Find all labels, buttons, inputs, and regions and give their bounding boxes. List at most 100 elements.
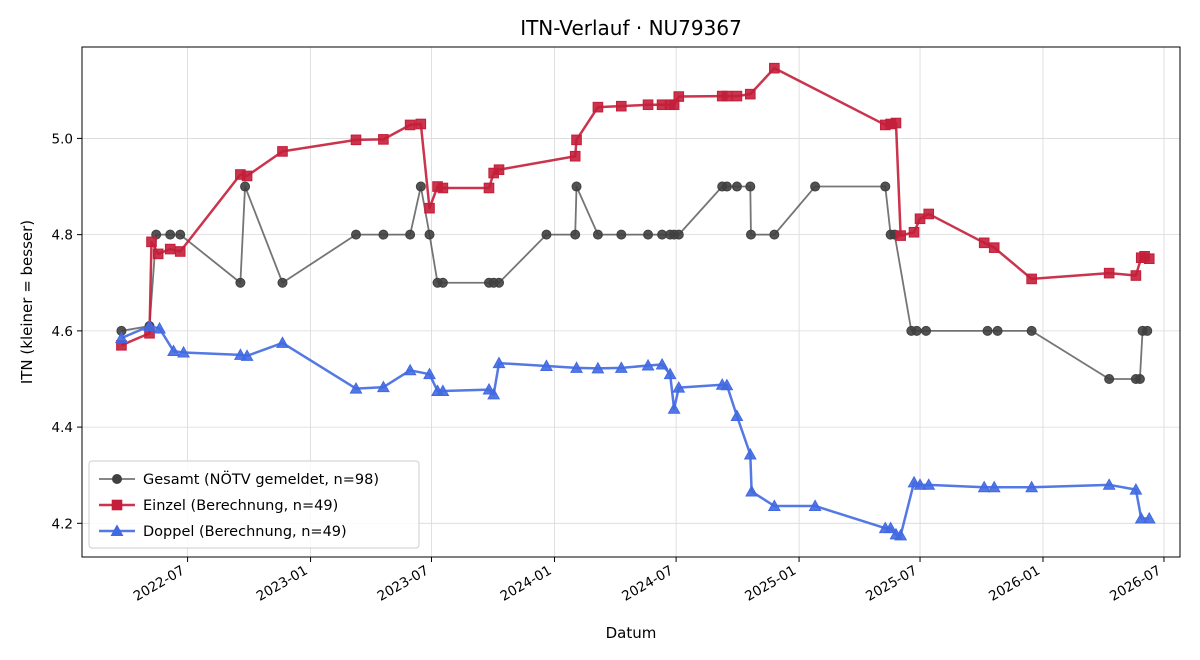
data-point xyxy=(591,361,605,374)
data-point xyxy=(988,242,1000,253)
data-point xyxy=(494,277,505,288)
data-point xyxy=(437,182,449,194)
x-tick-label: 2023-01 xyxy=(254,563,311,605)
data-point xyxy=(1130,270,1142,281)
data-point xyxy=(720,378,734,391)
data-point xyxy=(167,344,181,357)
data-point xyxy=(884,521,898,534)
data-point xyxy=(663,367,677,380)
data-point xyxy=(1129,483,1143,495)
data-point xyxy=(153,321,166,334)
data-point xyxy=(349,381,363,394)
data-point xyxy=(769,229,780,240)
series-triangle xyxy=(114,319,1156,541)
data-point xyxy=(152,248,164,260)
data-point xyxy=(643,229,654,240)
data-point xyxy=(143,319,156,332)
data-point xyxy=(895,230,906,241)
y-tick-label: 4.2 xyxy=(52,516,73,532)
data-point xyxy=(992,325,1003,336)
legend-marker xyxy=(110,524,124,536)
y-tick-label: 4.6 xyxy=(52,324,73,340)
series-line xyxy=(121,185,1148,380)
data-point xyxy=(1134,373,1145,384)
chart-title: ITN-Verlauf · NU79367 xyxy=(520,16,742,40)
data-point xyxy=(241,170,253,182)
data-point xyxy=(403,363,417,376)
data-point xyxy=(1142,325,1153,336)
x-axis: 2022-07 2023-01 2023-07 2024-01 2024-07 2025-… xyxy=(131,557,1165,605)
legend-label: Einzel (Berechnung, n=49) xyxy=(143,498,338,514)
data-point xyxy=(672,381,686,393)
data-point xyxy=(978,237,990,249)
data-point xyxy=(376,380,390,393)
data-point xyxy=(921,325,932,336)
data-point xyxy=(914,213,926,225)
data-point xyxy=(569,150,581,162)
plot-frame xyxy=(81,46,1181,558)
data-point xyxy=(731,181,742,192)
data-point xyxy=(614,361,628,373)
data-point xyxy=(483,182,495,194)
data-point xyxy=(667,402,681,414)
data-point xyxy=(571,134,582,146)
data-point xyxy=(164,243,176,255)
x-tick-label: 2025-07 xyxy=(863,563,920,605)
data-point xyxy=(1134,511,1148,524)
data-point xyxy=(745,229,756,240)
y-tick-label: 5.0 xyxy=(52,131,73,147)
x-tick-label: 2026-01 xyxy=(986,563,1043,605)
data-point xyxy=(808,499,822,511)
data-point xyxy=(641,358,655,371)
x-tick-label: 2023-07 xyxy=(375,563,432,605)
data-point xyxy=(487,387,501,400)
y-tick-label: 4.4 xyxy=(52,420,73,436)
data-point xyxy=(437,277,448,288)
data-point xyxy=(982,325,993,336)
data-point xyxy=(592,229,603,240)
data-point xyxy=(767,499,781,511)
data-point xyxy=(745,484,759,497)
data-point xyxy=(378,229,389,240)
data-point xyxy=(424,229,435,240)
data-point xyxy=(913,478,927,490)
data-point xyxy=(350,229,361,240)
data-point xyxy=(540,359,553,371)
data-point xyxy=(592,101,604,113)
data-point xyxy=(922,478,936,490)
legend-label: Doppel (Berechnung, n=49) xyxy=(143,524,347,540)
data-point xyxy=(415,181,426,192)
data-point xyxy=(571,181,582,192)
data-point xyxy=(1102,478,1116,490)
data-point xyxy=(655,357,669,370)
data-point xyxy=(923,208,935,220)
data-point xyxy=(616,229,627,240)
data-point xyxy=(977,480,991,493)
data-point xyxy=(1025,480,1039,493)
data-point xyxy=(616,100,627,112)
data-point xyxy=(240,349,254,361)
data-point xyxy=(1142,511,1156,524)
data-point xyxy=(570,229,581,240)
series-circle xyxy=(116,181,1153,384)
data-point xyxy=(175,229,186,240)
data-point xyxy=(810,181,821,192)
data-point xyxy=(730,409,744,422)
data-point xyxy=(276,336,289,348)
x-tick-label: 2024-07 xyxy=(619,563,676,605)
data-point xyxy=(1104,373,1115,384)
x-tick-label: 2022-07 xyxy=(131,563,188,605)
data-point xyxy=(350,134,362,146)
data-point xyxy=(277,277,288,288)
data-point xyxy=(378,134,389,145)
data-point xyxy=(890,117,902,129)
data-point xyxy=(423,367,436,380)
data-point xyxy=(492,356,506,369)
data-point xyxy=(745,181,756,192)
data-point xyxy=(436,384,450,396)
x-tick-label: 2025-01 xyxy=(742,563,799,605)
data-point xyxy=(1026,325,1037,336)
data-point xyxy=(769,62,780,74)
data-point xyxy=(908,226,920,238)
series-layer xyxy=(114,62,1156,541)
